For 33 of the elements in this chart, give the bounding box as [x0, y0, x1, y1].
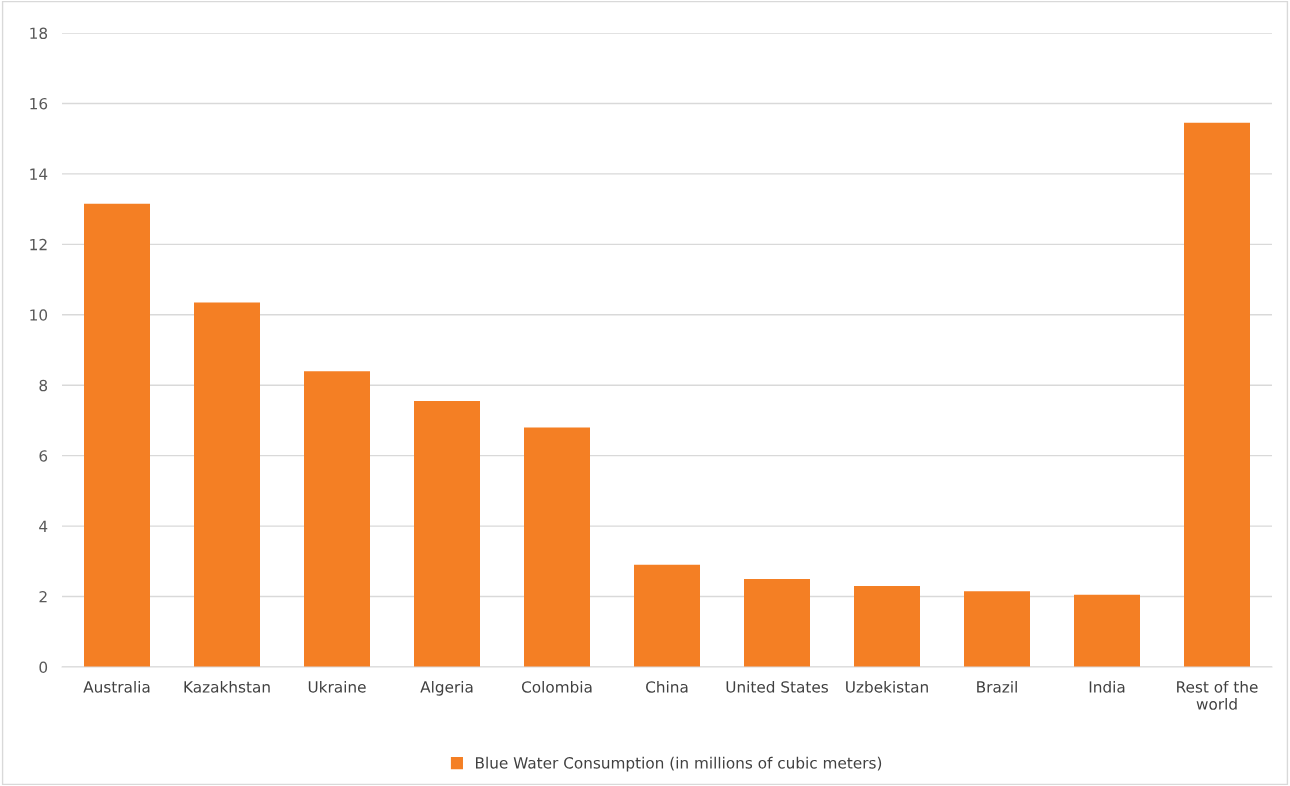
y-tick-label: 8 — [39, 379, 48, 392]
bar — [854, 585, 920, 667]
bar — [304, 371, 370, 667]
y-tick-label: 10 — [30, 309, 48, 321]
x-tick-label: China — [646, 680, 688, 693]
x-tick-label: Ukraine — [308, 680, 366, 693]
bar — [194, 302, 260, 667]
x-tick-label: Colombia — [521, 680, 592, 693]
bar — [524, 427, 590, 667]
y-tick-label: 0 — [39, 661, 48, 674]
bar — [744, 578, 810, 667]
bar — [964, 591, 1030, 667]
legend-label: Blue Water Consumption (in millions of cubic meters) — [476, 756, 882, 772]
y-tick-label: 14 — [30, 168, 48, 180]
bar — [1184, 122, 1250, 667]
bar — [84, 203, 150, 667]
y-tick-label: 18 — [30, 27, 48, 40]
x-tick-label: Brazil — [977, 680, 1017, 693]
x-tick-label: India — [1089, 680, 1125, 693]
x-tick-label: Uzbekistan — [846, 680, 928, 693]
bar — [1074, 594, 1140, 667]
x-tick-label: Kazakhstan — [184, 680, 270, 693]
y-tick-label: 12 — [30, 238, 47, 251]
y-tick-label: 4 — [39, 520, 48, 532]
x-tick-label: Australia — [83, 680, 150, 693]
x-tick-label: Algeria — [420, 680, 473, 696]
x-tick-label: United States — [726, 680, 828, 693]
y-tick-label: 16 — [30, 97, 48, 110]
x-tick-label: Rest of the world — [1177, 680, 1258, 710]
y-tick-label: 2 — [39, 591, 47, 603]
bar — [634, 564, 700, 667]
y-tick-label: 6 — [39, 450, 48, 462]
bar — [414, 401, 480, 667]
